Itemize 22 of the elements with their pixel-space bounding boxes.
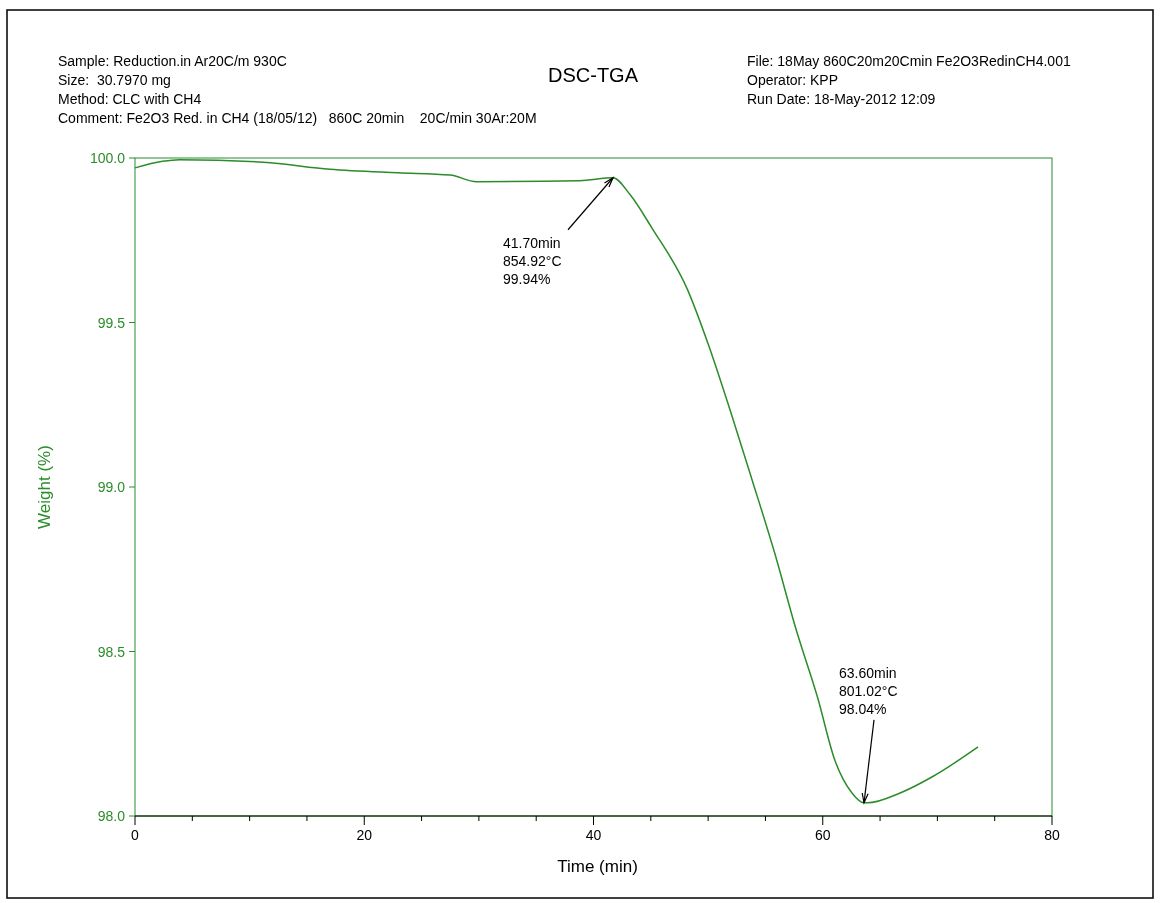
y-axis-title: Weight (%) [35,445,54,529]
x-tick-label: 80 [1044,827,1060,843]
text: Operator: KPP [747,72,839,88]
y-tick-label: 99.5 [97,314,126,331]
x-tick-label: 60 [814,827,831,843]
text: Size: 30.7970 mg [58,72,171,88]
text: Comment: Fe2O3 Red. in CH4 (18/05/12) 860C 20min 20C/min 30Ar:20M [58,110,537,126]
chart-title: DSC-TGA [548,64,639,86]
text: File: 18May 860C20m20Cmin Fe2O3RedinCH4.001 [747,53,1071,69]
annotation: 63.60min 801.02°C 98.04% [839,664,898,717]
text: Method: CLC with CH4 [58,91,202,107]
y-tick-label: 98.5 [97,643,126,660]
x-axis-title: Time (min) [557,857,638,876]
x-tick-label: 40 [585,827,602,843]
text: Run Date: 18-May-2012 12:09 [747,91,936,107]
y-tick-label: 98.0 [97,808,126,824]
x-tick-label: 0 [131,827,140,843]
y-tick-label: 99.0 [97,479,126,495]
x-tick-label: 20 [356,827,373,843]
text: Sample: Reduction.in Ar20C/m 930C [58,53,287,69]
annotation: 41.70min 854.92°C 99.94% [502,234,562,287]
y-tick-label: 100.0 [89,150,126,166]
